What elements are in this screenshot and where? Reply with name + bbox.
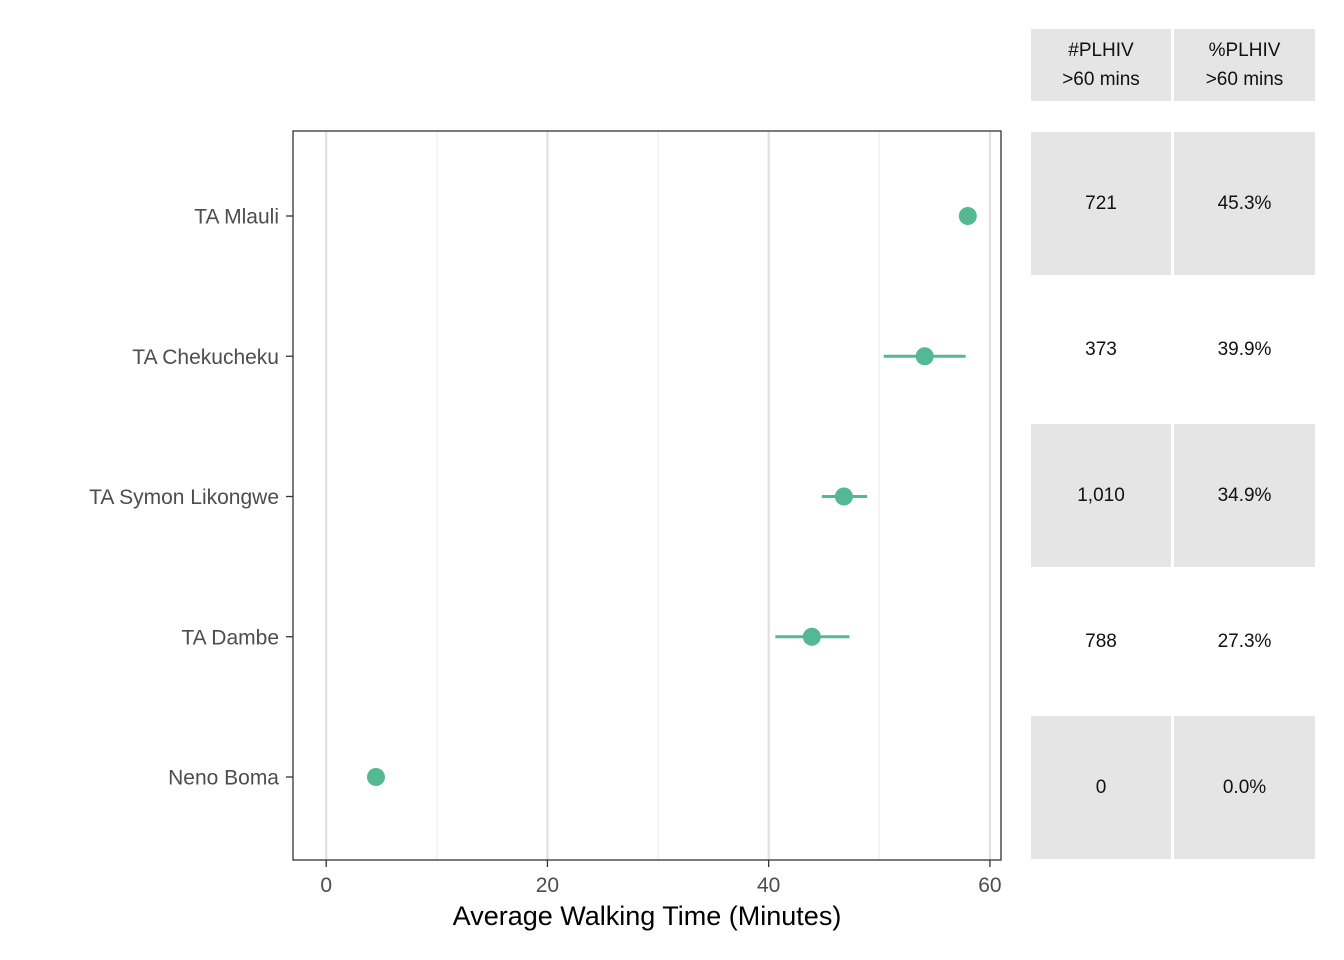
row-3-count: 1,010 xyxy=(1031,424,1171,567)
data-point xyxy=(915,347,934,366)
row-1-count: 721 xyxy=(1031,132,1171,275)
y-tick-label: TA Symon Likongwe xyxy=(89,486,279,509)
x-tick-label: 0 xyxy=(320,874,332,897)
row-4-count: 788 xyxy=(1085,630,1117,652)
row-4-percent: 27.3% xyxy=(1217,630,1272,652)
header-percent-line1: %PLHIV xyxy=(1208,40,1281,61)
x-tick-label: 60 xyxy=(978,874,1001,897)
x-axis: 0 20 40 60 xyxy=(320,860,1002,897)
y-axis: TA Mlauli TA Chekucheku TA Symon Likongwe T… xyxy=(89,206,293,790)
row-5-count: 0 xyxy=(1031,716,1171,859)
grid-lines xyxy=(325,131,992,860)
header-count-cell: #PLHIV >60 mins xyxy=(1031,29,1171,101)
header-percent-cell: %PLHIV >60 mins xyxy=(1174,29,1315,101)
y-tick-label: Neno Boma xyxy=(168,767,279,790)
x-axis-title: Average Walking Time (Minutes) xyxy=(453,901,842,931)
row-1-percent: 45.3% xyxy=(1174,132,1315,275)
x-tick-label: 20 xyxy=(536,874,559,897)
header-percent-line2: >60 mins xyxy=(1205,69,1284,90)
data-point xyxy=(366,768,385,786)
row-2-count: 373 xyxy=(1085,338,1117,360)
data-marks xyxy=(366,207,977,786)
header-count-line2: >60 mins xyxy=(1062,69,1140,90)
row-3-percent: 34.9% xyxy=(1174,424,1315,567)
header-count-line1: #PLHIV xyxy=(1068,40,1134,61)
data-point xyxy=(834,487,853,506)
y-tick-label: TA Dambe xyxy=(181,626,279,649)
row-5-percent: 0.0% xyxy=(1174,716,1315,859)
data-point xyxy=(958,207,977,225)
x-tick-label: 40 xyxy=(757,874,780,897)
row-2-percent: 39.9% xyxy=(1217,338,1272,360)
y-tick-label: TA Chekucheku xyxy=(132,346,279,369)
data-point xyxy=(802,627,821,646)
y-tick-label: TA Mlauli xyxy=(194,206,279,229)
panel-border xyxy=(292,130,1002,861)
plhiv-table: #PLHIV >60 mins %PLHIV >60 mins 721 45.3… xyxy=(1031,29,1315,861)
